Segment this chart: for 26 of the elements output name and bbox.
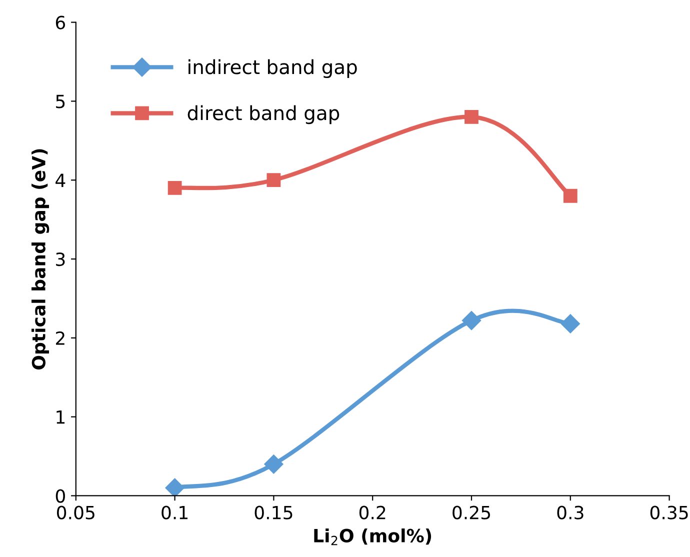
x-tick-label: 0.1: [162, 506, 188, 520]
y-tick-label: 2: [56, 331, 64, 345]
x-tick-label: 0.05: [56, 506, 94, 520]
x-tick-label: 0.15: [254, 506, 292, 520]
legend-label: indirect band gap: [188, 59, 357, 78]
y-tick-label: 0: [56, 489, 65, 503]
y-tick-label: 4: [56, 174, 66, 187]
y-tick-label: 5: [56, 94, 65, 108]
legend-label: direct band gap: [188, 105, 340, 124]
y-tick-label: 3: [56, 252, 65, 266]
x-axis-title: Li$_{2}$O (mol%): [314, 528, 432, 546]
x-tick-label: 0.2: [359, 506, 386, 520]
point: [165, 478, 184, 496]
x-tick-label: 0.25: [452, 506, 490, 520]
point: [462, 311, 482, 330]
x-tick-label: 0.3: [557, 506, 584, 520]
point: [563, 188, 578, 203]
point: [560, 314, 580, 334]
y-tick-label: 1: [56, 410, 65, 424]
point: [264, 454, 284, 474]
point: [266, 173, 281, 188]
point: [168, 181, 182, 195]
y-axis-title: Optical band gap (eV): [32, 149, 50, 370]
y-tick-label: 6: [56, 16, 66, 30]
point: [464, 110, 478, 124]
x-tick-label: 0.35: [650, 506, 688, 520]
